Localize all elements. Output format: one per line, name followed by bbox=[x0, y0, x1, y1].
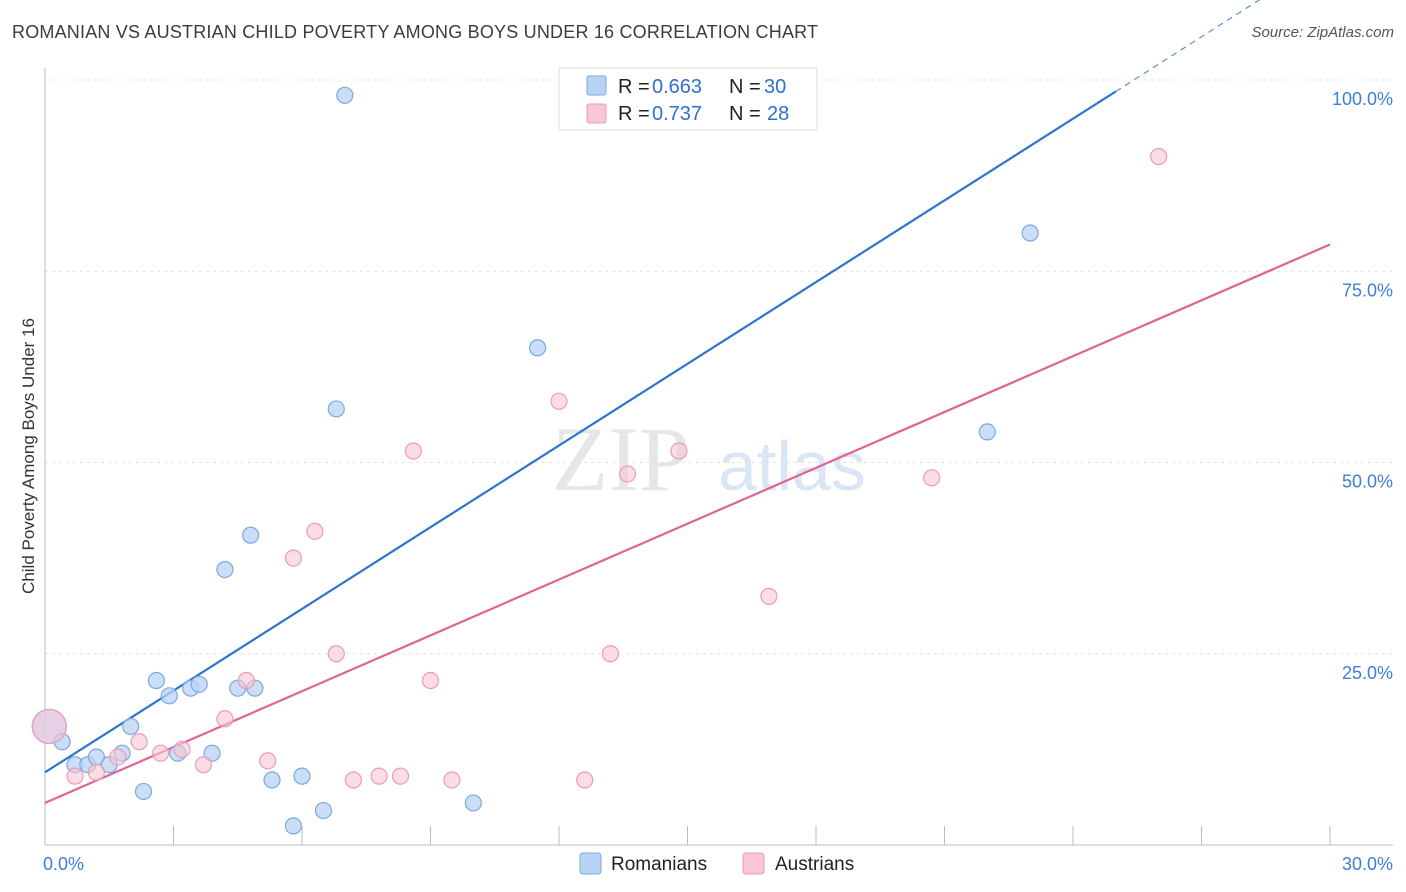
legend-r-label-romanians: R = bbox=[618, 76, 650, 98]
point-romanians-29 bbox=[1021, 224, 1039, 242]
point-austrians-23 bbox=[618, 465, 637, 483]
point-romanians-24 bbox=[336, 86, 354, 104]
point-austrians-4 bbox=[130, 733, 148, 751]
point-austrians-14 bbox=[344, 771, 362, 789]
legend: R = 0.663 N = 30 R = 0.737 N = 28 bbox=[558, 67, 818, 131]
point-romanians-23 bbox=[327, 400, 345, 418]
point-austrians-0 bbox=[31, 708, 67, 745]
point-romanians-10 bbox=[160, 687, 178, 705]
bottom-legend-swatch-romanians bbox=[579, 852, 602, 875]
y-tick-label-75: 75.0% bbox=[1342, 280, 1393, 300]
y-tick-label-50: 50.0% bbox=[1342, 472, 1393, 492]
point-austrians-6 bbox=[173, 740, 191, 758]
watermark: ZIP atlas bbox=[552, 408, 866, 510]
point-austrians-9 bbox=[237, 671, 255, 690]
trendline-romanians bbox=[44, 90, 1117, 774]
point-romanians-9 bbox=[147, 671, 165, 690]
grid-layer bbox=[45, 79, 1393, 655]
point-austrians-10 bbox=[259, 752, 277, 770]
point-austrians-27 bbox=[1150, 147, 1168, 166]
trendline-romanians-extension bbox=[1115, 0, 1261, 92]
legend-swatch-romanians bbox=[586, 75, 607, 96]
y-tick-label-25: 25.0% bbox=[1342, 663, 1393, 683]
point-romanians-26 bbox=[528, 339, 547, 357]
point-austrians-13 bbox=[327, 645, 345, 663]
trend-layer bbox=[44, 0, 1331, 804]
point-romanians-13 bbox=[190, 675, 208, 693]
legend-r-romanians: 0.663 bbox=[652, 76, 702, 98]
point-austrians-5 bbox=[152, 744, 170, 762]
point-austrians-7 bbox=[194, 756, 213, 774]
y-tick-label-100: 100.0% bbox=[1332, 89, 1393, 109]
point-austrians-8 bbox=[216, 710, 234, 728]
point-romanians-14 bbox=[203, 744, 221, 762]
bottom-legend-romanians: Romanians bbox=[611, 854, 707, 875]
point-austrians-16 bbox=[391, 767, 410, 785]
point-romanians-25 bbox=[464, 794, 482, 812]
watermark-zip: ZIP bbox=[552, 408, 690, 510]
bottom-legend-swatch-austrians bbox=[742, 852, 765, 875]
point-austrians-3 bbox=[109, 748, 127, 766]
point-austrians-1 bbox=[66, 767, 84, 785]
point-romanians-21 bbox=[293, 767, 311, 785]
legend-n-romanians: 30 bbox=[764, 76, 786, 98]
point-romanians-8 bbox=[134, 782, 153, 801]
y-axis-title: Child Poverty Among Boys Under 16 bbox=[19, 318, 38, 594]
x-tick-label-min: 0.0% bbox=[43, 854, 84, 874]
point-austrians-26 bbox=[923, 469, 941, 487]
point-romanians-20 bbox=[284, 817, 303, 835]
point-austrians-24 bbox=[670, 442, 688, 460]
points-layer bbox=[31, 86, 1168, 835]
legend-r-label-austrians: R = bbox=[618, 103, 650, 125]
point-romanians-17 bbox=[242, 526, 260, 544]
point-austrians-11 bbox=[284, 549, 303, 567]
source-label: Source: ZipAtlas.com bbox=[1251, 24, 1394, 41]
point-romanians-7 bbox=[122, 717, 140, 736]
point-austrians-25 bbox=[760, 587, 778, 605]
legend-n-label-romanians: N = bbox=[729, 76, 761, 98]
point-austrians-21 bbox=[576, 771, 594, 789]
legend-r-austrians: 0.737 bbox=[652, 103, 702, 125]
bottom-legend: Romanians Austrians bbox=[579, 852, 854, 875]
point-austrians-15 bbox=[370, 767, 388, 785]
legend-swatch-austrians bbox=[586, 103, 607, 124]
point-romanians-15 bbox=[216, 560, 234, 579]
point-romanians-28 bbox=[978, 423, 996, 441]
watermark-atlas: atlas bbox=[718, 427, 866, 505]
trendline-austrians bbox=[44, 243, 1331, 804]
chart-title: ROMANIAN VS AUSTRIAN CHILD POVERTY AMONG… bbox=[12, 22, 819, 42]
point-austrians-12 bbox=[306, 522, 324, 540]
point-austrians-17 bbox=[404, 442, 422, 460]
bottom-legend-austrians: Austrians bbox=[775, 854, 854, 875]
legend-n-label-austrians: N = bbox=[729, 103, 761, 125]
point-austrians-19 bbox=[443, 771, 461, 789]
point-austrians-18 bbox=[421, 671, 440, 690]
point-austrians-20 bbox=[550, 392, 568, 410]
point-austrians-2 bbox=[87, 763, 106, 781]
legend-n-austrians: 28 bbox=[767, 103, 789, 125]
point-romanians-19 bbox=[263, 771, 281, 789]
point-austrians-22 bbox=[601, 645, 620, 663]
point-romanians-22 bbox=[314, 801, 333, 820]
x-tick-label-max: 30.0% bbox=[1342, 854, 1393, 874]
